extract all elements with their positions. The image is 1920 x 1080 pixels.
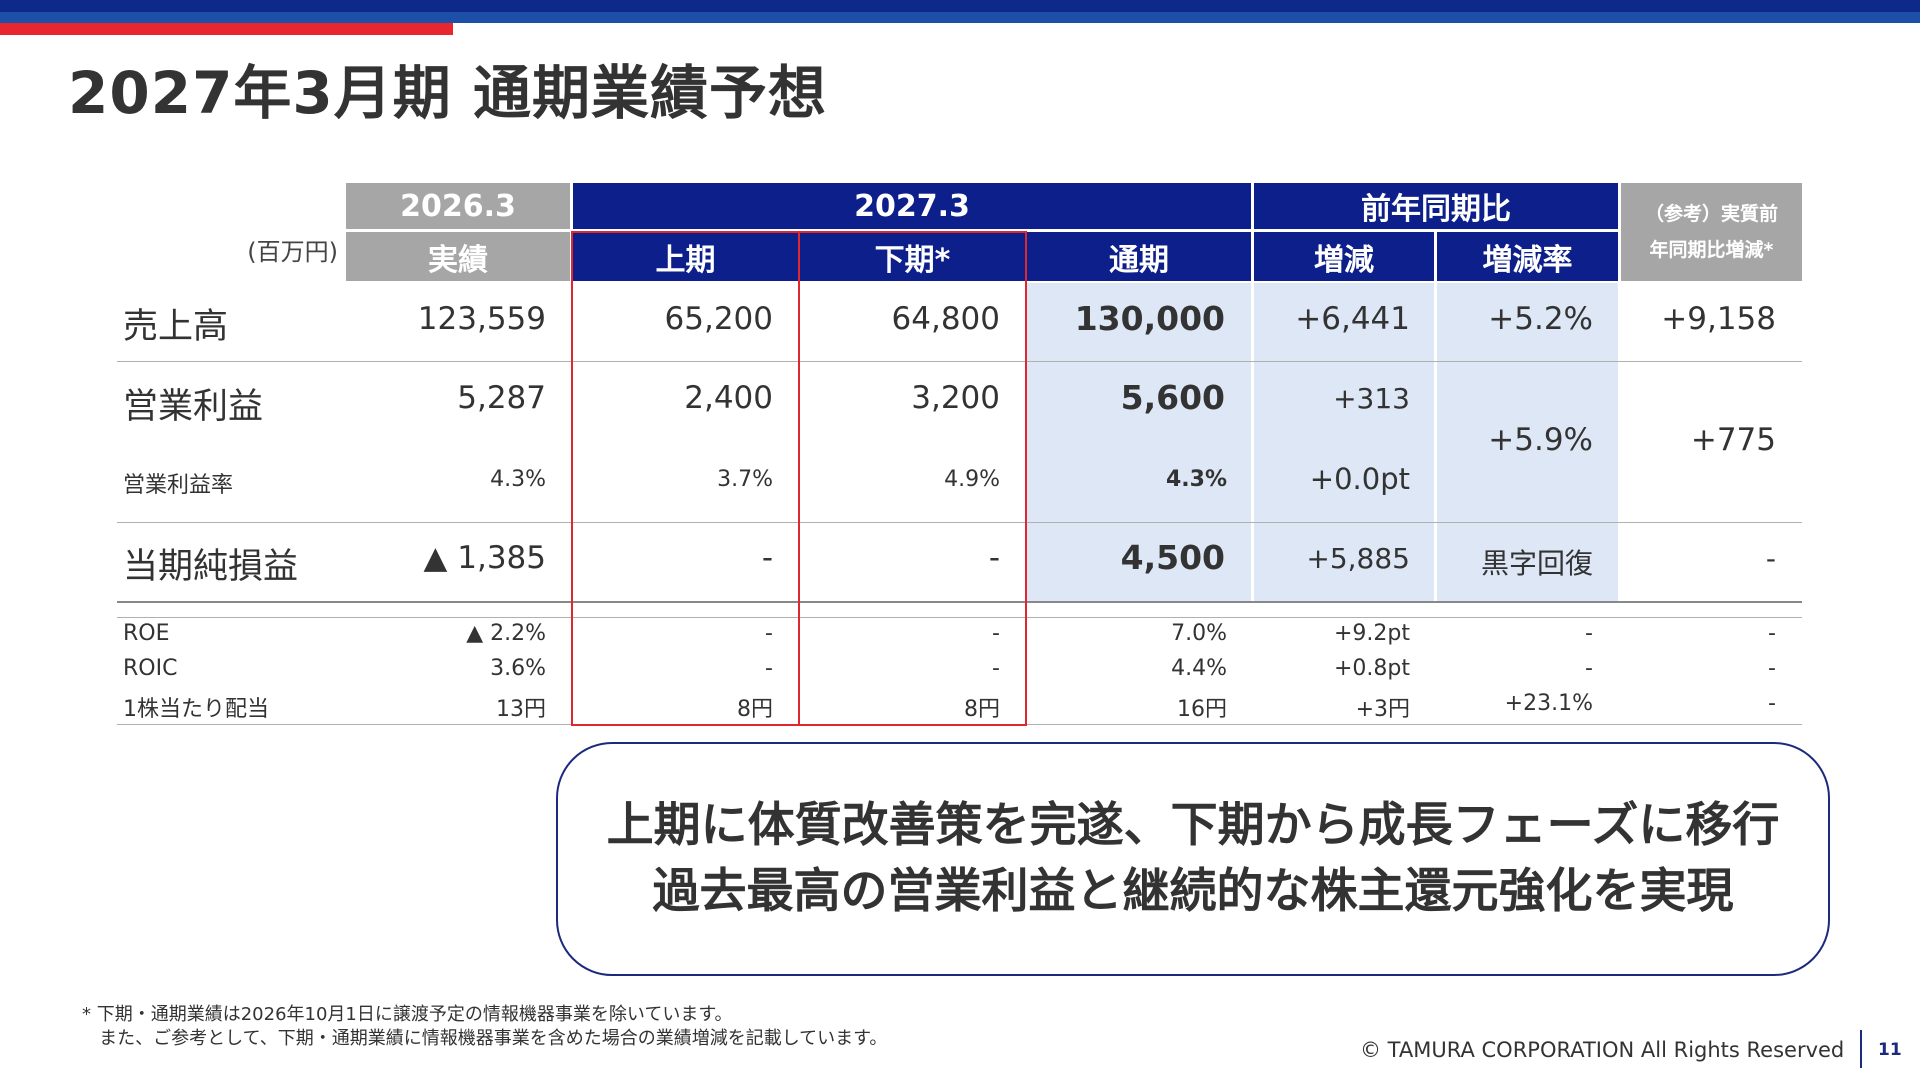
- roe-rate: -: [1585, 621, 1593, 646]
- highlight-full-column: [1027, 283, 1251, 601]
- op-full: 5,600: [1120, 378, 1225, 417]
- header-fy2026: 2026.3: [346, 183, 570, 229]
- footer-separator: [1860, 1030, 1862, 1068]
- dps-rate: +23.1%: [1504, 691, 1593, 716]
- sales-full: 130,000: [1074, 299, 1225, 338]
- row-label-opm: 営業利益率: [123, 473, 234, 498]
- top-bar-blue: [0, 12, 1920, 23]
- dps-h2: 8円: [964, 697, 1000, 722]
- opm-h1: 3.7%: [717, 467, 773, 492]
- copyright: © TAMURA CORPORATION All Rights Reserved: [1360, 1038, 1845, 1062]
- highlight-diff-column: [1254, 283, 1434, 601]
- op-rate: +5.9%: [1488, 422, 1593, 458]
- row-label-op: 営業利益: [123, 387, 264, 427]
- message-callout: 上期に体質改善策を完遂、下期から成長フェーズに移行 過去最高の営業利益と継続的な…: [556, 742, 1830, 976]
- page-title: 2027年3月期 通期業績予想: [68, 59, 827, 127]
- sales-h1: 65,200: [664, 301, 773, 337]
- table-divider: [117, 601, 1802, 603]
- roic-h1: -: [765, 656, 773, 681]
- roe-diff: +9.2pt: [1333, 621, 1410, 646]
- roic-actual: 3.6%: [490, 656, 546, 681]
- header-actual: 実績: [346, 232, 570, 281]
- sales-rate: +5.2%: [1488, 301, 1593, 337]
- net-h2: -: [988, 540, 1000, 576]
- sales-h2: 64,800: [891, 301, 1000, 337]
- op-h2: 3,200: [911, 380, 1000, 416]
- highlight-rate-column: [1437, 283, 1618, 601]
- sales-actual: 123,559: [417, 301, 546, 337]
- roic-full: 4.4%: [1171, 656, 1227, 681]
- opm-diff: +0.0pt: [1309, 462, 1410, 496]
- callout-line2: 過去最高の営業利益と継続的な株主還元強化を実現: [652, 864, 1734, 919]
- header-fy2027: 2027.3: [573, 183, 1251, 229]
- op-ref: +775: [1690, 422, 1776, 458]
- roic-diff: +0.8pt: [1333, 656, 1410, 681]
- footnote-line1: * 下期・通期業績は2026年10月1日に譲渡予定の情報機器事業を除いています。: [82, 1004, 733, 1025]
- unit-label: (百万円): [247, 238, 338, 266]
- op-h1: 2,400: [684, 380, 773, 416]
- opm-actual: 4.3%: [490, 467, 546, 492]
- net-h1: -: [761, 540, 773, 576]
- footnote-line2: また、ご参考として、下期・通期業績に情報機器事業を含めた場合の業績増減を記載して…: [82, 1028, 888, 1049]
- roe-h1: -: [765, 621, 773, 646]
- dps-h1: 8円: [737, 697, 773, 722]
- top-bar-red: [0, 23, 453, 35]
- roe-full: 7.0%: [1171, 621, 1227, 646]
- net-ref: -: [1765, 542, 1776, 575]
- row-divider: [117, 522, 1802, 523]
- roe-ref: -: [1768, 621, 1776, 646]
- callout-line1: 上期に体質改善策を完遂、下期から成長フェーズに移行: [606, 798, 1780, 853]
- header-h1: 上期: [573, 232, 798, 281]
- header-h2: 下期*: [800, 232, 1025, 281]
- sales-diff: +6,441: [1295, 301, 1410, 337]
- net-actual: ▲ 1,385: [423, 540, 546, 576]
- dps-ref: -: [1768, 691, 1776, 716]
- row-label-net: 当期純損益: [123, 547, 299, 587]
- header-reference: （参考）実質前 年同期比増減*: [1621, 183, 1802, 281]
- roic-ref: -: [1768, 656, 1776, 681]
- dps-diff: +3円: [1355, 697, 1410, 722]
- table-divider: [117, 617, 1802, 618]
- row-label-roe: ROE: [123, 621, 170, 646]
- net-rate: 黒字回復: [1480, 547, 1593, 580]
- highlight-box-h2: [798, 231, 1027, 726]
- row-label-roic: ROIC: [123, 656, 178, 681]
- opm-full: 4.3%: [1165, 467, 1227, 492]
- dps-full: 16円: [1177, 697, 1227, 722]
- row-divider: [117, 361, 1802, 362]
- net-diff: +5,885: [1306, 542, 1410, 575]
- highlight-box-h1: [571, 231, 800, 726]
- row-label-sales: 売上高: [123, 307, 229, 347]
- header-reference-line1: （参考）実質前: [1644, 203, 1778, 225]
- opm-h2: 4.9%: [944, 467, 1000, 492]
- header-yoy: 前年同期比: [1254, 183, 1618, 229]
- page-number: 11: [1878, 1040, 1902, 1060]
- op-actual: 5,287: [457, 380, 546, 416]
- dps-actual: 13円: [496, 697, 546, 722]
- sales-ref: +9,158: [1661, 301, 1776, 337]
- row-label-dps: 1株当たり配当: [123, 697, 269, 722]
- header-full: 通期: [1027, 232, 1251, 281]
- header-diff: 増減: [1254, 232, 1434, 281]
- net-full: 4,500: [1120, 538, 1225, 577]
- op-diff: +313: [1333, 382, 1410, 415]
- header-rate: 増減率: [1437, 232, 1618, 281]
- top-bar-navy: [0, 0, 1920, 12]
- roic-rate: -: [1585, 656, 1593, 681]
- header-reference-line2: 年同期比増減*: [1649, 239, 1774, 261]
- roe-actual: ▲ 2.2%: [466, 621, 546, 646]
- roic-h2: -: [992, 656, 1000, 681]
- roe-h2: -: [992, 621, 1000, 646]
